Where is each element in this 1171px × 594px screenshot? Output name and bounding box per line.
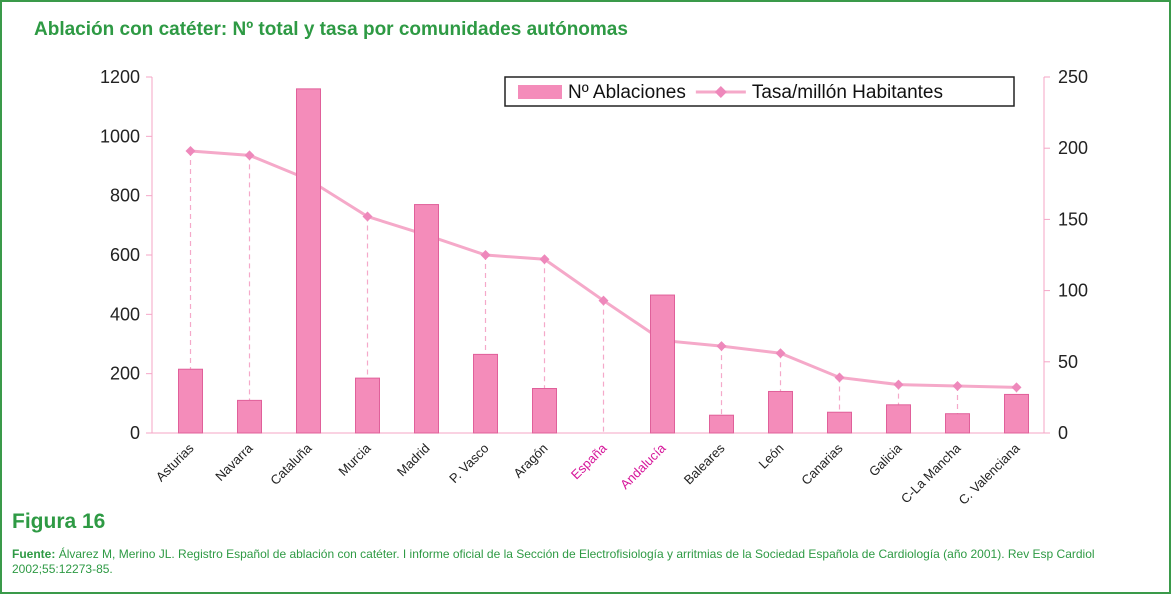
bar: [827, 411, 852, 434]
y2-tick-label: 100: [1058, 281, 1088, 301]
y2-tick-label: 150: [1058, 209, 1088, 229]
x-tick-label: Navarra: [212, 440, 256, 484]
x-tick-label: Aragón: [510, 441, 550, 481]
line-marker: [775, 348, 786, 359]
y2-tick-label: 0: [1058, 423, 1068, 443]
legend-label: Nº Ablaciones: [568, 82, 686, 103]
line-marker: [716, 341, 727, 352]
x-tick-label: Baleares: [681, 440, 728, 487]
x-tick-label: Canarias: [798, 440, 846, 488]
x-tick-label: P. Vasco: [446, 441, 492, 487]
line-marker: [480, 250, 491, 260]
legend-marker: [714, 86, 727, 98]
source-label: Fuente:: [12, 547, 56, 561]
bar: [945, 413, 970, 434]
line-marker: [834, 372, 845, 383]
legend: Nº Ablaciones Tasa/millón Habitantes: [504, 76, 1015, 107]
bar: [355, 377, 380, 434]
y-tick-label: 600: [110, 245, 140, 265]
x-tick-label: León: [756, 441, 787, 472]
x-tick-label: Madrid: [394, 441, 433, 480]
x-tick-label: Asturias: [153, 440, 197, 484]
legend-swatch: [518, 85, 562, 99]
x-tick-label: Galicia: [866, 440, 905, 479]
bar: [237, 399, 262, 434]
y-tick-label: 800: [110, 186, 140, 206]
chart-title: Ablación con catéter: Nº total y tasa po…: [34, 19, 628, 40]
source: Fuente: Álvarez M, Merino JL. Registro E…: [12, 547, 1162, 577]
figure-label: Figura 16: [12, 510, 106, 533]
line-marker: [539, 254, 550, 265]
line-marker: [185, 146, 196, 157]
bar: [886, 404, 911, 434]
y-tick-label: 400: [110, 304, 140, 324]
y2-tick-label: 50: [1058, 352, 1078, 372]
bar: [296, 88, 321, 434]
legend-label: Tasa/millón Habitantes: [752, 82, 943, 103]
x-tick-label: España: [568, 440, 610, 482]
x-tick-label: Murcia: [335, 440, 374, 479]
y-tick-label: 0: [130, 423, 140, 443]
y-tick-label: 200: [110, 364, 140, 384]
bar: [650, 294, 675, 434]
y-tick-label: 1000: [100, 126, 140, 146]
bar: [178, 368, 203, 434]
y2-tick-label: 250: [1058, 67, 1088, 87]
line-marker: [244, 150, 255, 161]
source-text: Álvarez M, Merino JL. Registro Español d…: [12, 547, 1095, 576]
x-tick-label: Cataluña: [267, 440, 315, 488]
line-marker: [952, 381, 963, 392]
x-tick-label: Andalucía: [617, 440, 669, 492]
line-marker: [598, 295, 609, 306]
y-tick-label: 1200: [100, 67, 140, 87]
line-marker: [362, 211, 373, 222]
y2-tick-label: 200: [1058, 138, 1088, 158]
line-marker: [893, 379, 904, 390]
bar: [709, 414, 734, 434]
bar: [768, 390, 793, 434]
bar: [1004, 393, 1029, 434]
bar: [414, 204, 439, 434]
line-marker: [1011, 382, 1022, 393]
x-tick-label: C-La Mancha: [898, 440, 964, 506]
legend-box: [504, 76, 1015, 107]
bar: [532, 388, 557, 434]
x-tick-label: C. Valenciana: [955, 440, 1023, 508]
bar: [473, 353, 498, 434]
